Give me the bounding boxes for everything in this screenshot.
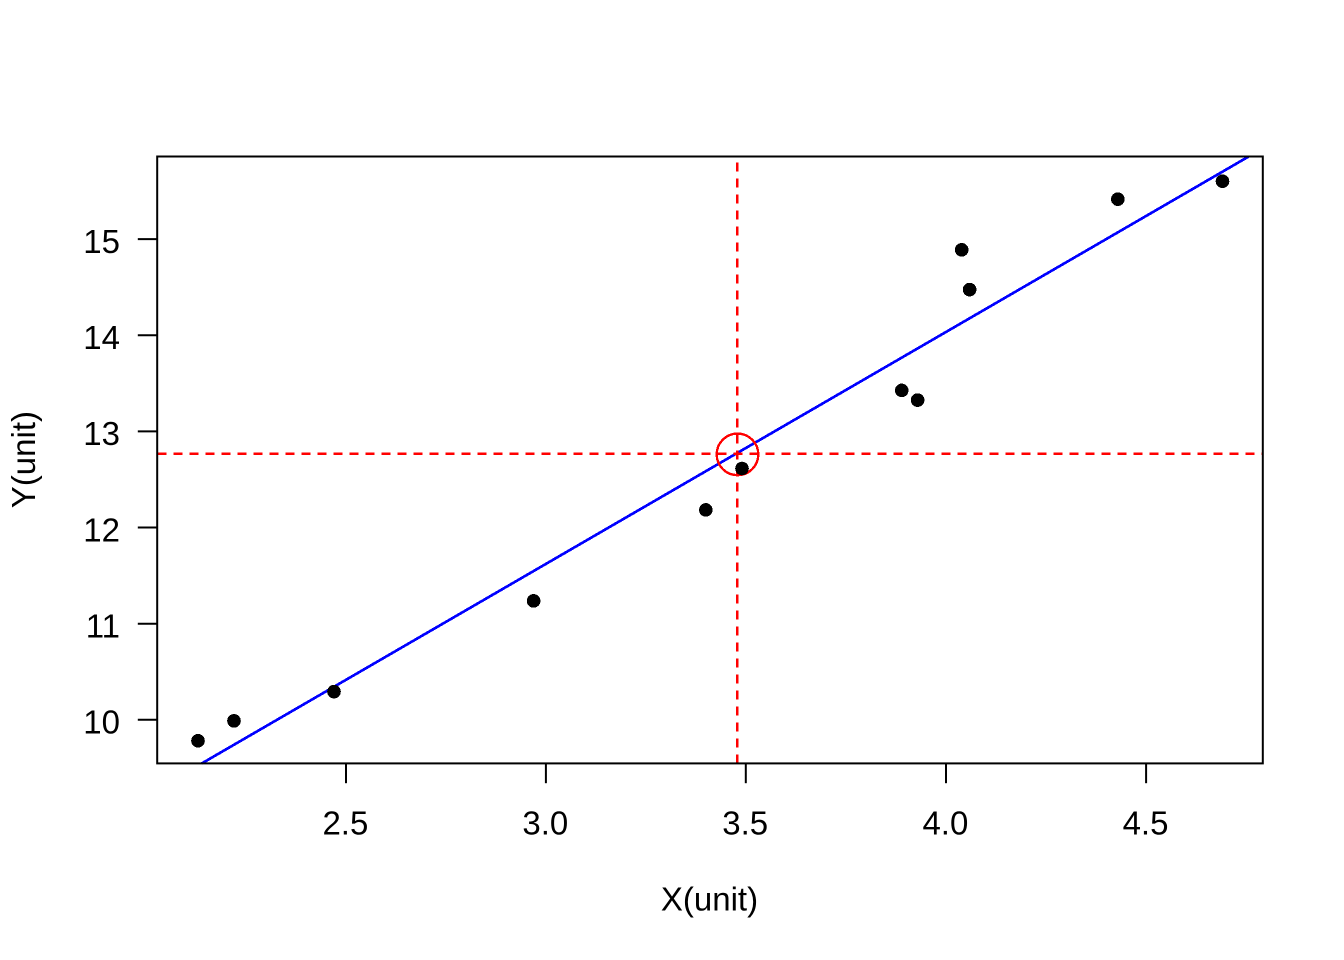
svg-text:Y(unit): Y(unit) bbox=[5, 411, 42, 508]
svg-text:3.0: 3.0 bbox=[522, 804, 568, 841]
svg-text:10: 10 bbox=[83, 704, 120, 741]
svg-text:X(unit): X(unit) bbox=[661, 881, 758, 918]
svg-text:12: 12 bbox=[83, 511, 120, 548]
svg-text:4.0: 4.0 bbox=[922, 804, 968, 841]
svg-text:14: 14 bbox=[83, 319, 120, 356]
svg-text:4.5: 4.5 bbox=[1123, 804, 1169, 841]
svg-text:13: 13 bbox=[83, 415, 120, 452]
svg-text:2.5: 2.5 bbox=[322, 804, 368, 841]
svg-text:15: 15 bbox=[83, 223, 120, 260]
svg-text:3.5: 3.5 bbox=[722, 804, 768, 841]
svg-text:11: 11 bbox=[86, 608, 120, 645]
